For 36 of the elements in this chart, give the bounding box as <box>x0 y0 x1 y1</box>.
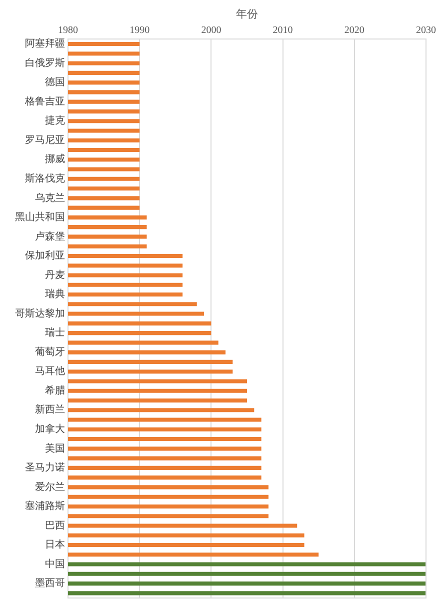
y-tick-label: 保加利亚 <box>25 250 65 262</box>
y-tick-label: 塞浦路斯 <box>25 500 65 512</box>
y-tick-label: 圣马力诺 <box>25 462 65 474</box>
y-tick-label: 卢森堡 <box>35 230 65 242</box>
y-tick-label: 中国 <box>45 558 65 570</box>
y-tick-label: 哥斯达黎加 <box>15 307 65 320</box>
y-tick-label: 捷克 <box>45 114 65 127</box>
x-tick-label: 2010 <box>272 24 293 36</box>
x-tick-label: 2000 <box>201 24 222 36</box>
y-tick-label: 瑞士 <box>45 326 65 339</box>
y-tick-label: 新西兰 <box>35 404 65 416</box>
y-tick-label: 墨西哥 <box>35 578 65 590</box>
y-tick-label: 巴西 <box>45 520 65 532</box>
y-tick-label: 格鲁吉亚 <box>24 95 65 108</box>
y-tick-label: 斯洛伐克 <box>25 172 65 184</box>
y-tick-label: 黑山共和国 <box>15 211 65 224</box>
y-tick-label: 挪威 <box>45 153 65 166</box>
y-tick-label: 马耳他 <box>35 365 65 378</box>
y-tick-label: 希腊 <box>45 384 65 396</box>
y-tick-label: 罗马尼亚 <box>25 134 65 146</box>
x-tick-label: 1990 <box>130 24 150 36</box>
x-axis-title: 年份 <box>236 7 258 20</box>
x-tick-label: 1980 <box>58 24 78 36</box>
y-tick-label: 乌克兰 <box>35 192 65 204</box>
y-tick-label: 丹麦 <box>45 268 65 281</box>
x-tick-label: 2030 <box>416 24 436 36</box>
x-tick-label: 2020 <box>344 24 364 36</box>
y-tick-label: 爱尔兰 <box>35 480 65 493</box>
y-tick-label: 葡萄牙 <box>35 346 65 358</box>
y-tick-label: 阿塞拜疆 <box>25 38 65 50</box>
y-tick-label: 日本 <box>45 538 65 551</box>
y-tick-label: 加拿大 <box>35 422 65 435</box>
y-tick-label: 美国 <box>45 442 65 454</box>
y-tick-label: 德国 <box>45 77 65 88</box>
y-tick-label: 白俄罗斯 <box>25 56 65 69</box>
y-tick-label: 瑞典 <box>45 288 65 300</box>
